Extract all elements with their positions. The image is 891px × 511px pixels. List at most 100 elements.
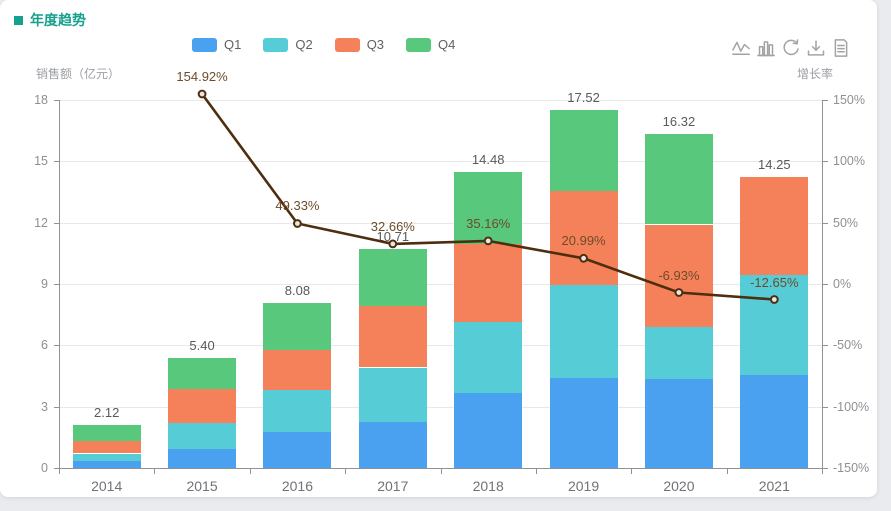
bar-segment-q1-2021[interactable] [740, 375, 808, 468]
data-view-icon[interactable] [831, 38, 851, 58]
bar-segment-q1-2016[interactable] [263, 432, 331, 468]
left-axis-tick [54, 223, 59, 224]
bar-segment-q3-2016[interactable] [263, 350, 331, 390]
x-axis-label: 2018 [472, 478, 504, 494]
right-axis-tick-label: -150% [833, 461, 870, 475]
bar-segment-q3-2015[interactable] [168, 388, 236, 423]
bar-segment-q4-2019[interactable] [550, 110, 618, 191]
x-axis-label: 2019 [567, 478, 600, 494]
bar-segment-q3-2018[interactable] [454, 244, 522, 322]
bar-segment-q1-2015[interactable] [168, 449, 236, 468]
x-axis-tick [59, 468, 60, 474]
left-axis-title: 销售额（亿元） [36, 67, 121, 81]
growth-value-label: 32.66% [370, 219, 415, 234]
line-point[interactable] [579, 253, 588, 263]
bar-segment-q2-2018[interactable] [454, 321, 522, 393]
left-axis-tick-label: 12 [34, 216, 48, 230]
right-axis-tick-label: 0% [833, 277, 852, 291]
right-axis-tick [823, 345, 828, 346]
bar-segment-q3-2021[interactable] [740, 177, 808, 275]
legend-label: Q1 [224, 37, 242, 52]
bar-segment-q2-2019[interactable] [550, 285, 618, 378]
x-axis-tick [441, 468, 442, 474]
bar-segment-q3-2020[interactable] [645, 225, 713, 327]
bar-segment-q4-2020[interactable] [645, 134, 713, 224]
line-point[interactable] [769, 295, 779, 304]
legend-label: Q2 [295, 37, 313, 52]
left-axis-tick [54, 407, 59, 408]
bar-segment-q4-2016[interactable] [263, 303, 331, 350]
legend-item-q1[interactable]: Q1 [192, 37, 241, 52]
bar-segment-q1-2020[interactable] [645, 379, 713, 468]
bar-segment-q1-2019[interactable] [550, 378, 618, 468]
x-axis-tick [631, 468, 632, 474]
right-axis-tick-label: -100% [833, 400, 870, 414]
bar-segment-q4-2014[interactable] [73, 425, 141, 441]
left-axis-tick-label: 0 [41, 461, 48, 475]
bar-total-label: 16.32 [662, 114, 696, 129]
bar-segment-q3-2019[interactable] [550, 191, 618, 285]
legend-swatch-icon [406, 37, 432, 52]
left-axis-tick [54, 468, 59, 469]
bar-segment-q2-2021[interactable] [740, 275, 808, 375]
bar-total-label: 17.52 [567, 90, 600, 105]
title-bullet-icon [14, 15, 23, 25]
restore-icon[interactable] [781, 38, 801, 58]
bar-total-label: 10.71 [376, 229, 410, 244]
bar-segment-q1-2017[interactable] [359, 422, 427, 468]
legend-label: Q4 [438, 37, 456, 52]
bar-segment-q2-2017[interactable] [359, 368, 427, 422]
gridline [59, 100, 822, 101]
bar-segment-q4-2015[interactable] [168, 358, 236, 389]
legend-item-q4[interactable]: Q4 [406, 37, 455, 52]
card-header: 年度趋势 [14, 10, 86, 30]
right-axis-tick [823, 407, 828, 408]
bar-segment-q2-2015[interactable] [168, 423, 236, 449]
x-axis-label: 2014 [91, 478, 123, 494]
bar-total-label: 14.48 [471, 152, 505, 167]
right-axis-tick [823, 468, 828, 469]
left-axis-tick [54, 161, 59, 162]
chart-legend: Q1 Q2 Q3 Q4 [192, 37, 477, 52]
left-axis-tick-label: 6 [41, 338, 48, 352]
plot-area: 0 3 6 9 12 15 18 -150% -100% -50% 0% 50% 100% 150% 201… [34, 69, 869, 494]
x-axis-tick [345, 468, 346, 474]
line-point[interactable] [483, 236, 493, 246]
bar-segment-q2-2020[interactable] [645, 327, 713, 379]
right-axis-tick [823, 161, 828, 162]
switch-to-bar-icon[interactable] [756, 38, 776, 58]
legend-item-q2[interactable]: Q2 [263, 37, 313, 52]
left-axis-line [59, 100, 60, 468]
bar-segment-q2-2016[interactable] [263, 390, 331, 432]
download-icon[interactable] [806, 38, 826, 58]
bar-total-label: 5.40 [189, 338, 215, 353]
bar-segment-q4-2018[interactable] [454, 172, 522, 244]
line-point[interactable] [674, 288, 684, 297]
bar-segment-q3-2017[interactable] [359, 306, 427, 367]
line-point[interactable] [197, 89, 207, 99]
line-point[interactable] [293, 219, 302, 228]
bar-segment-q2-2014[interactable] [73, 454, 141, 461]
bar-segment-q3-2014[interactable] [73, 440, 141, 453]
bar-segment-q1-2018[interactable] [454, 393, 522, 468]
bar-total-label: 14.25 [758, 157, 791, 172]
line-point[interactable] [388, 239, 398, 249]
x-axis-tick [536, 468, 537, 474]
bar-total-label: 2.12 [94, 405, 120, 420]
bar-segment-q4-2017[interactable] [359, 249, 427, 306]
x-axis-label: 2015 [186, 478, 218, 494]
bar-total-label: 8.08 [284, 283, 311, 298]
growth-value-label: -6.93% [658, 268, 700, 283]
left-axis-tick-label: 9 [41, 277, 48, 291]
switch-to-line-icon[interactable] [731, 38, 751, 58]
legend-item-q3[interactable]: Q3 [334, 37, 384, 52]
right-axis-tick-label: -50% [833, 338, 863, 352]
gridline [59, 223, 822, 224]
bar-segment-q1-2014[interactable] [73, 461, 141, 468]
gridline [59, 284, 822, 285]
legend-swatch-icon [334, 37, 360, 52]
right-axis-line [822, 100, 823, 468]
left-axis-tick [54, 345, 59, 346]
